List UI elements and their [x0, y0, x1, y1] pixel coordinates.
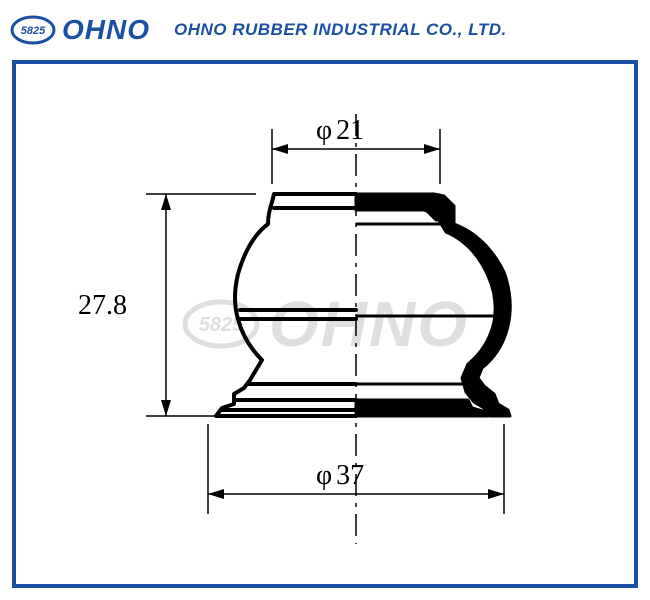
part-left-outline	[216, 194, 356, 416]
company-name: OHNO RUBBER INDUSTRIAL CO., LTD.	[174, 20, 507, 40]
logo-oval-number: 5825	[21, 25, 46, 37]
technical-drawing: φ21 27.8 φ37	[16, 64, 634, 584]
part-right-section	[356, 194, 510, 416]
logo-oval-icon: 5825	[10, 15, 56, 45]
drawing-frame: 5825 OHNO φ21 27.8	[12, 60, 638, 588]
dim-height: 27.8	[78, 290, 127, 321]
dim-top-diameter: φ21	[316, 115, 364, 146]
logo: 5825 OHNO	[10, 14, 150, 46]
logo-text: OHNO	[62, 14, 150, 46]
header: 5825 OHNO OHNO RUBBER INDUSTRIAL CO., LT…	[0, 0, 650, 60]
dim-bottom-diameter: φ37	[316, 460, 364, 491]
